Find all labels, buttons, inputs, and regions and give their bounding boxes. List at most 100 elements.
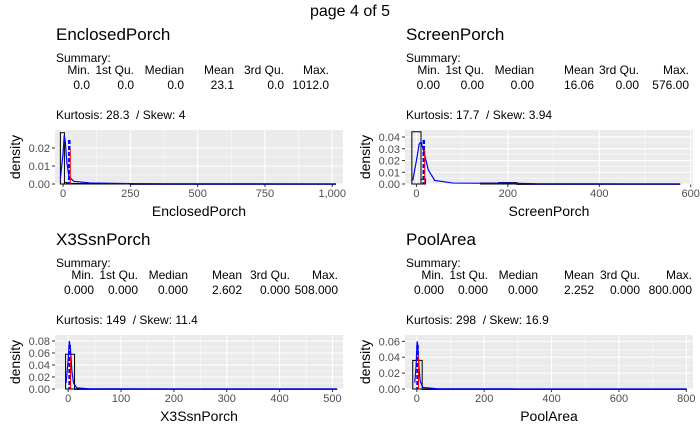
plot-background — [405, 335, 693, 389]
y-axis-label: density — [7, 135, 23, 179]
summary-table: Min. 1st Qu. Median Mean 3rd Qu. Max. 0.… — [404, 268, 692, 298]
summary-value-max: 576.00 — [652, 78, 689, 92]
summary-header-q1: 1st Qu. — [445, 63, 484, 77]
summary-value-q3: 0.000 — [609, 283, 640, 297]
summary-value-q1: 0.000 — [107, 283, 138, 297]
summary-header-max: Max. — [665, 268, 692, 282]
x-tick-label: 100 — [112, 393, 130, 405]
chart-panel-x3ssnporch: X3SsnPorch Summary: Min. 1st Qu. Median … — [0, 205, 350, 424]
x-tick-label: 200 — [165, 393, 183, 405]
summary-label: Summary: — [406, 256, 461, 270]
summary-header-mean: Mean — [203, 63, 234, 77]
summary-header-median: Median — [148, 268, 188, 282]
x-tick-label: 500 — [323, 393, 341, 405]
summary-value-mean: 16.06 — [563, 78, 594, 92]
y-tick-label: 0.03 — [379, 144, 400, 156]
y-tick-label: 0.00 — [29, 179, 50, 191]
x-axis-label: X3SsnPorch — [160, 408, 238, 424]
y-tick-label: 0.02 — [379, 368, 400, 380]
density-curve — [412, 140, 680, 185]
x-tick-label: 400 — [270, 393, 288, 405]
summary-header-min: Min. — [67, 63, 90, 77]
summary-header-mean: Mean — [563, 268, 594, 282]
y-tick-label: 0.04 — [379, 352, 400, 364]
y-axis-label: density — [7, 340, 23, 384]
summary-value-min: 0.00 — [416, 78, 440, 92]
x-tick-label: 0 — [60, 188, 66, 200]
histogram-plot-poolarea: 0 200 400 600 800 0.00 0.02 0.04 0.06 PoolArea den… — [357, 335, 695, 424]
summary-value-median: 0.0 — [167, 78, 184, 92]
summary-value-mean: 2.602 — [211, 283, 242, 297]
summary-label: Summary: — [56, 51, 111, 65]
summary-value-max: 508.000 — [294, 283, 338, 297]
histogram-bar — [411, 131, 422, 185]
kurtosis-skew-text: Kurtosis: 17.7 / Skew: 3.94 — [406, 108, 553, 122]
summary-header-median: Median — [498, 268, 538, 282]
summary-value-median: 0.00 — [510, 78, 534, 92]
summary-value-mean: 23.1 — [210, 78, 234, 92]
summary-header-q1: 1st Qu. — [449, 268, 488, 282]
summary-value-max: 800.000 — [648, 283, 692, 297]
summary-label: Summary: — [406, 51, 461, 65]
summary-value-min: 0.000 — [413, 283, 444, 297]
y-tick-label: 0.08 — [29, 336, 50, 348]
summary-value-q3: 0.0 — [267, 78, 284, 92]
y-tick-label: 0.00 — [29, 384, 50, 396]
histogram-plot-x3ssnporch: 0 100 200 300 400 500 0.000.020.040.060.08 X3Ss… — [7, 335, 343, 424]
x-axis-label: PoolArea — [520, 408, 578, 424]
chart-panel-screenporch: ScreenPorch Summary: Min. 1st Qu. Median… — [350, 0, 700, 219]
summary-header-max: Max. — [311, 268, 338, 282]
chart-title: ScreenPorch — [406, 25, 505, 44]
x-tick-label: 600 — [682, 188, 700, 200]
summary-table: Min. 1st Qu. Median Mean 3rd Qu. Max. 0.… — [54, 268, 338, 298]
summary-value-median: 0.000 — [157, 283, 188, 297]
summary-header-min: Min. — [71, 268, 94, 282]
summary-header-q3: 3rd Qu. — [243, 63, 284, 77]
y-axis-label: density — [357, 135, 373, 179]
summary-value-min: 0.000 — [63, 283, 94, 297]
x-tick-label: 1,000 — [318, 188, 346, 200]
histogram-plot-screenporch: 0 200 400 600 0.000.010.020.030.04 ScreenPorc… — [357, 130, 700, 219]
summary-header-max: Max. — [662, 63, 689, 77]
summary-header-median: Median — [144, 63, 184, 77]
x-tick-label: 500 — [188, 188, 206, 200]
summary-header-q3: 3rd Qu. — [599, 268, 640, 282]
summary-header-median: Median — [494, 63, 534, 77]
summary-value-q1: 0.00 — [460, 78, 484, 92]
y-tick-label: 0.02 — [379, 156, 400, 168]
summary-header-mean: Mean — [563, 63, 594, 77]
histogram-plot-enclosedporch: 0 250 500 750 1,000 0.00 0.01 0.02 EnclosedPorch… — [7, 130, 346, 219]
summary-value-mean: 2.252 — [563, 283, 594, 297]
summary-label: Summary: — [56, 256, 111, 270]
x-axis-label: ScreenPorch — [509, 203, 590, 219]
y-tick-label: 0.02 — [29, 143, 50, 155]
summary-table: Min. 1st Qu. Median Mean 3rd Qu. Max. 0.… — [54, 63, 329, 93]
summary-value-max: 1012.0 — [292, 78, 329, 92]
chart-title: EnclosedPorch — [56, 25, 171, 44]
kurtosis-skew-text: Kurtosis: 28.3 / Skew: 4 — [56, 108, 186, 122]
summary-header-min: Min. — [417, 63, 440, 77]
chart-title: PoolArea — [406, 230, 476, 249]
kurtosis-skew-text: Kurtosis: 298 / Skew: 16.9 — [406, 313, 549, 327]
summary-header-mean: Mean — [211, 268, 242, 282]
summary-header-q3: 3rd Qu. — [598, 63, 639, 77]
x-tick-label: 800 — [677, 393, 695, 405]
summary-header-q3: 3rd Qu. — [249, 268, 290, 282]
y-axis-label: density — [357, 340, 373, 384]
y-tick-label: 0.01 — [29, 161, 50, 173]
summary-header-q1: 1st Qu. — [99, 268, 138, 282]
x-tick-label: 200 — [475, 393, 493, 405]
x-axis-label: EnclosedPorch — [152, 203, 246, 219]
summary-header-max: Max. — [302, 63, 329, 77]
density-curve — [65, 340, 337, 390]
chart-panel-poolarea: PoolArea Summary: Min. 1st Qu. Median Me… — [350, 205, 700, 424]
summary-value-q1: 0.0 — [117, 78, 134, 92]
x-tick-label: 400 — [542, 393, 560, 405]
x-tick-label: 0 — [65, 393, 71, 405]
x-tick-label: 750 — [256, 188, 274, 200]
y-tick-label: 0.01 — [379, 167, 400, 179]
chart-panel-enclosedporch: EnclosedPorch Summary: Min. 1st Qu. Medi… — [0, 0, 350, 219]
chart-title: X3SsnPorch — [56, 230, 151, 249]
y-tick-label: 0.00 — [379, 384, 400, 396]
page-title: page 4 of 5 — [309, 3, 391, 20]
